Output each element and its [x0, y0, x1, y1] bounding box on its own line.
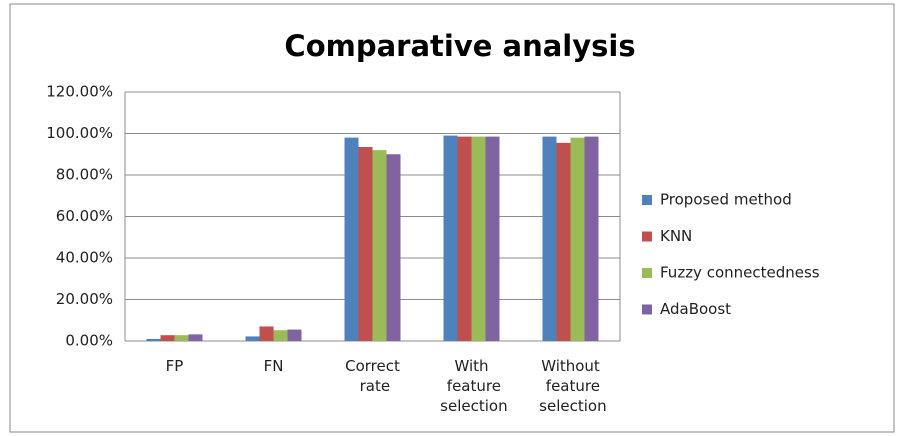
- x-tick-label: FN: [264, 357, 284, 375]
- y-tick-label: 80.00%: [56, 166, 113, 184]
- chart-title: Comparative analysis: [284, 29, 635, 63]
- y-tick-label: 100.00%: [46, 124, 113, 142]
- bar: [386, 154, 401, 341]
- bar: [273, 330, 288, 341]
- bar: [174, 335, 189, 341]
- bar: [485, 136, 500, 341]
- legend-swatch: [642, 231, 652, 242]
- legend-label: Fuzzy connectedness: [660, 264, 820, 282]
- bar: [570, 137, 585, 341]
- bar: [372, 150, 387, 341]
- x-tick-label: FP: [166, 357, 184, 375]
- legend-label: Proposed method: [660, 191, 792, 209]
- bar: [160, 335, 175, 341]
- legend-label: KNN: [660, 227, 692, 245]
- legend-swatch: [642, 195, 652, 205]
- y-tick-label: 40.00%: [56, 249, 113, 267]
- bar: [287, 329, 302, 341]
- legend-label: AdaBoost: [660, 300, 731, 318]
- bar: [584, 136, 599, 341]
- bar: [358, 146, 373, 341]
- legend-swatch: [642, 304, 652, 315]
- bar: [542, 136, 557, 341]
- y-tick-label: 20.00%: [56, 290, 113, 308]
- bar: [471, 136, 486, 341]
- x-tick-label: Correct rate: [345, 357, 400, 395]
- bar: [344, 137, 359, 341]
- y-tick-label: 60.00%: [56, 207, 113, 225]
- legend-swatch: [642, 268, 652, 278]
- bar: [259, 326, 274, 341]
- y-tick-label: 120.00%: [46, 83, 113, 101]
- y-tick-label: 0.00%: [65, 332, 113, 350]
- bar: [556, 142, 571, 341]
- bar: [443, 135, 458, 341]
- bar: [188, 334, 203, 341]
- bar: [457, 136, 472, 341]
- x-tick-label: With feature selection: [435, 357, 507, 415]
- bar: [146, 338, 161, 341]
- x-tick-label: Without feature selection: [534, 357, 606, 415]
- bar: [245, 336, 260, 341]
